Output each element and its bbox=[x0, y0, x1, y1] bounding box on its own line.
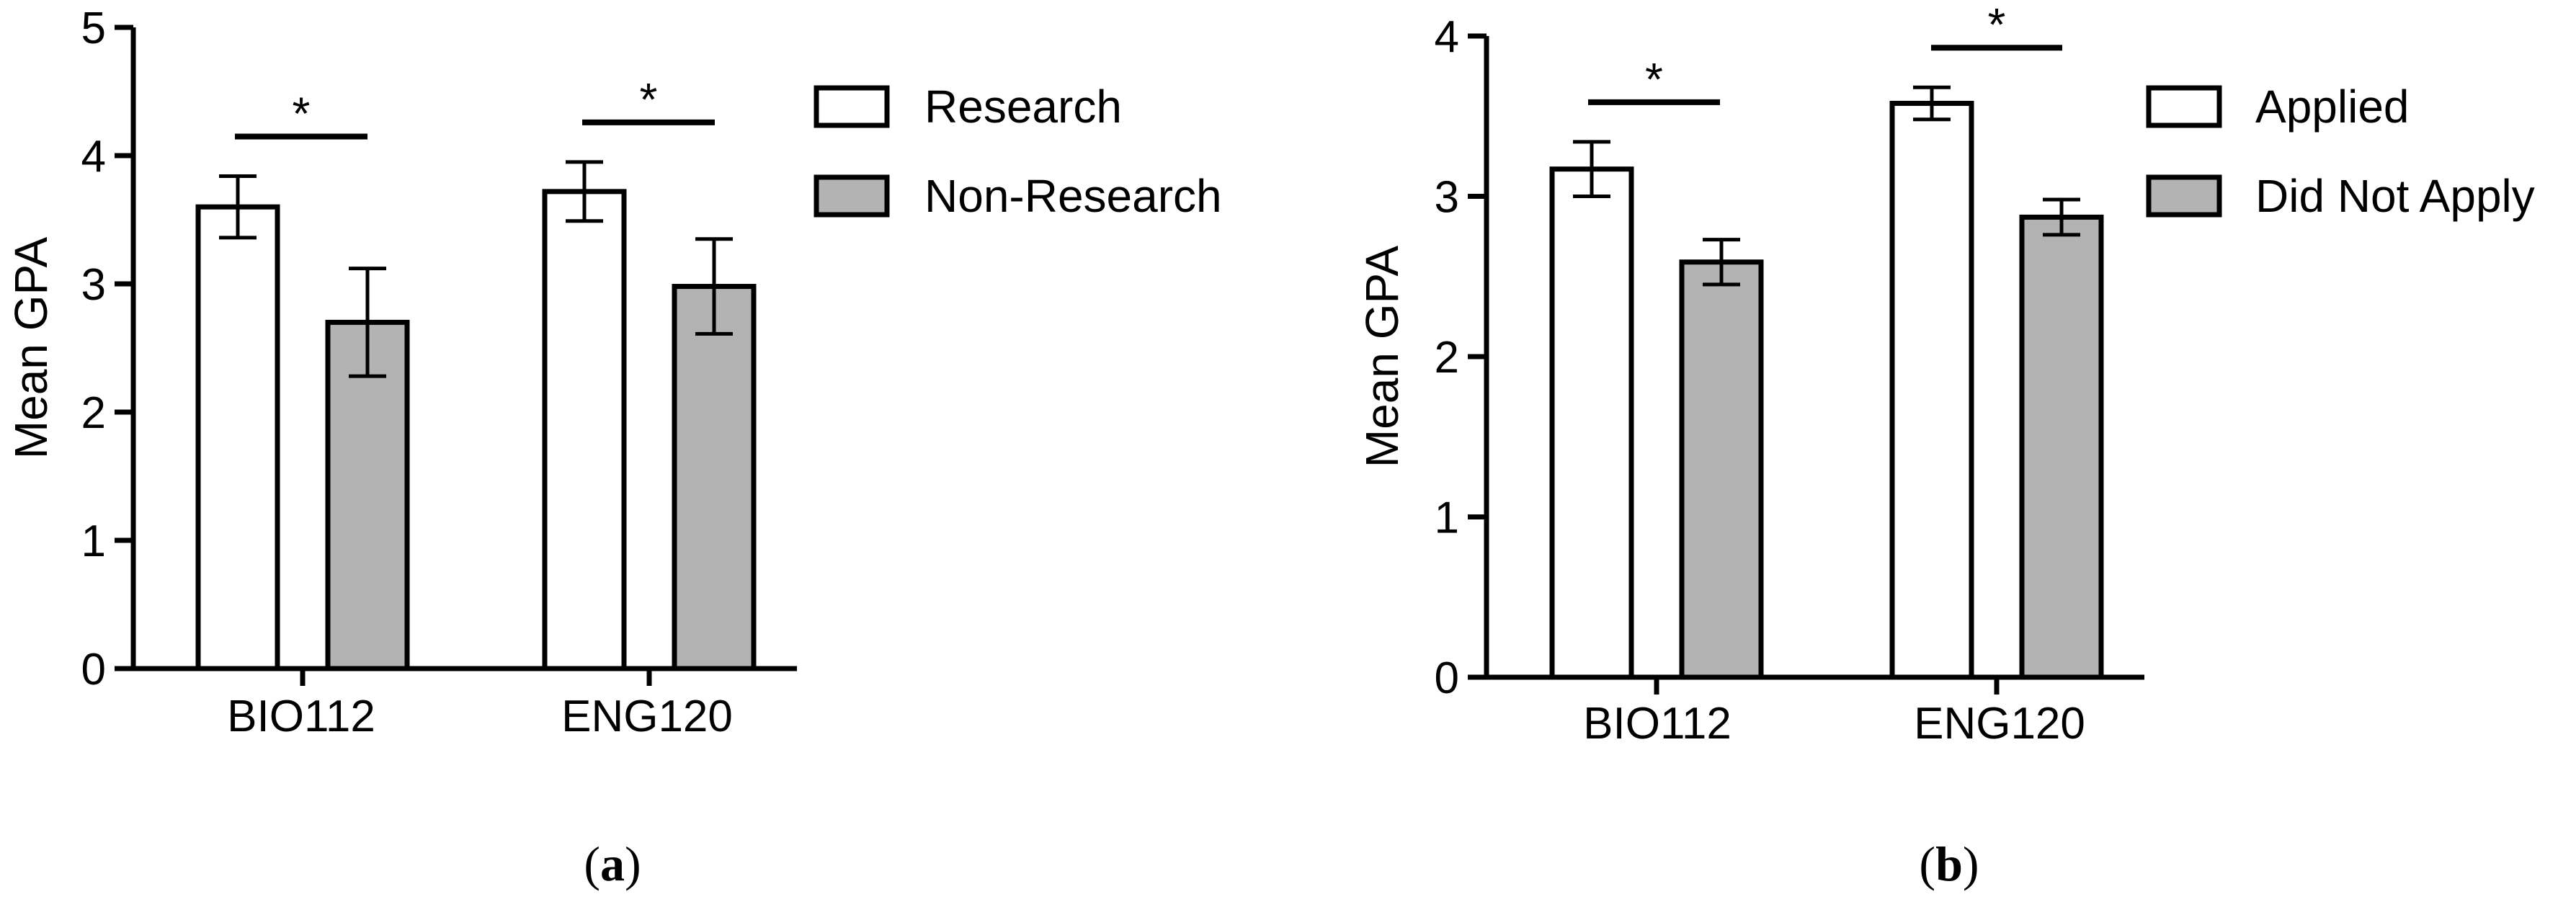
bar bbox=[2019, 214, 2104, 680]
legend-label: Non-Research bbox=[924, 170, 1222, 222]
y-tick-label: 2 bbox=[1435, 333, 1459, 383]
y-tick-label: 0 bbox=[81, 645, 106, 695]
y-tick-label: 3 bbox=[81, 260, 106, 310]
panel-label: (b) bbox=[1919, 836, 1979, 891]
y-tick-label: 1 bbox=[81, 517, 106, 566]
bar bbox=[325, 319, 410, 671]
legend-swatch bbox=[814, 85, 890, 128]
significance-marker: * bbox=[1645, 53, 1663, 105]
legend-label: Research bbox=[924, 81, 1122, 133]
y-tick-label: 5 bbox=[81, 4, 106, 53]
bar bbox=[1889, 100, 1974, 680]
y-tick-label: 2 bbox=[81, 388, 106, 438]
significance-marker: * bbox=[293, 87, 311, 139]
y-axis-title: Mean GPA bbox=[5, 237, 57, 460]
significance-marker: * bbox=[640, 73, 658, 125]
panel-label: (a) bbox=[584, 836, 641, 891]
significance-marker: * bbox=[1988, 0, 2006, 50]
x-tick-label: BIO112 bbox=[227, 692, 375, 741]
y-tick-label: 4 bbox=[81, 132, 106, 182]
bar bbox=[542, 189, 627, 671]
chart-panel-a: 0 1 2 3 4 5 BIO112 ENG120 Mean GPA * * Research Non-… bbox=[5, 4, 1222, 891]
legend-swatch bbox=[814, 174, 890, 218]
legend-swatch bbox=[2146, 174, 2222, 218]
y-tick-label: 1 bbox=[1435, 494, 1459, 543]
y-tick-label: 0 bbox=[1435, 653, 1459, 703]
x-tick-label: ENG120 bbox=[1914, 699, 2085, 749]
legend-label: Applied bbox=[2255, 81, 2410, 133]
bar bbox=[672, 284, 757, 671]
y-tick-label: 4 bbox=[1435, 12, 1459, 62]
x-tick-label: BIO112 bbox=[1583, 699, 1732, 749]
chart-panel-b: 0 1 2 3 4 BIO112 ENG120 Mean GPA * * Applied Did No… bbox=[1356, 0, 2535, 891]
legend-swatch bbox=[2146, 85, 2222, 128]
legend-label: Did Not Apply bbox=[2255, 170, 2535, 222]
bar bbox=[195, 204, 280, 671]
y-tick-label: 3 bbox=[1435, 173, 1459, 223]
y-axis-title: Mean GPA bbox=[1356, 246, 1408, 468]
x-tick-label: ENG120 bbox=[561, 692, 733, 741]
bar bbox=[1549, 166, 1634, 680]
bar bbox=[1679, 259, 1764, 680]
